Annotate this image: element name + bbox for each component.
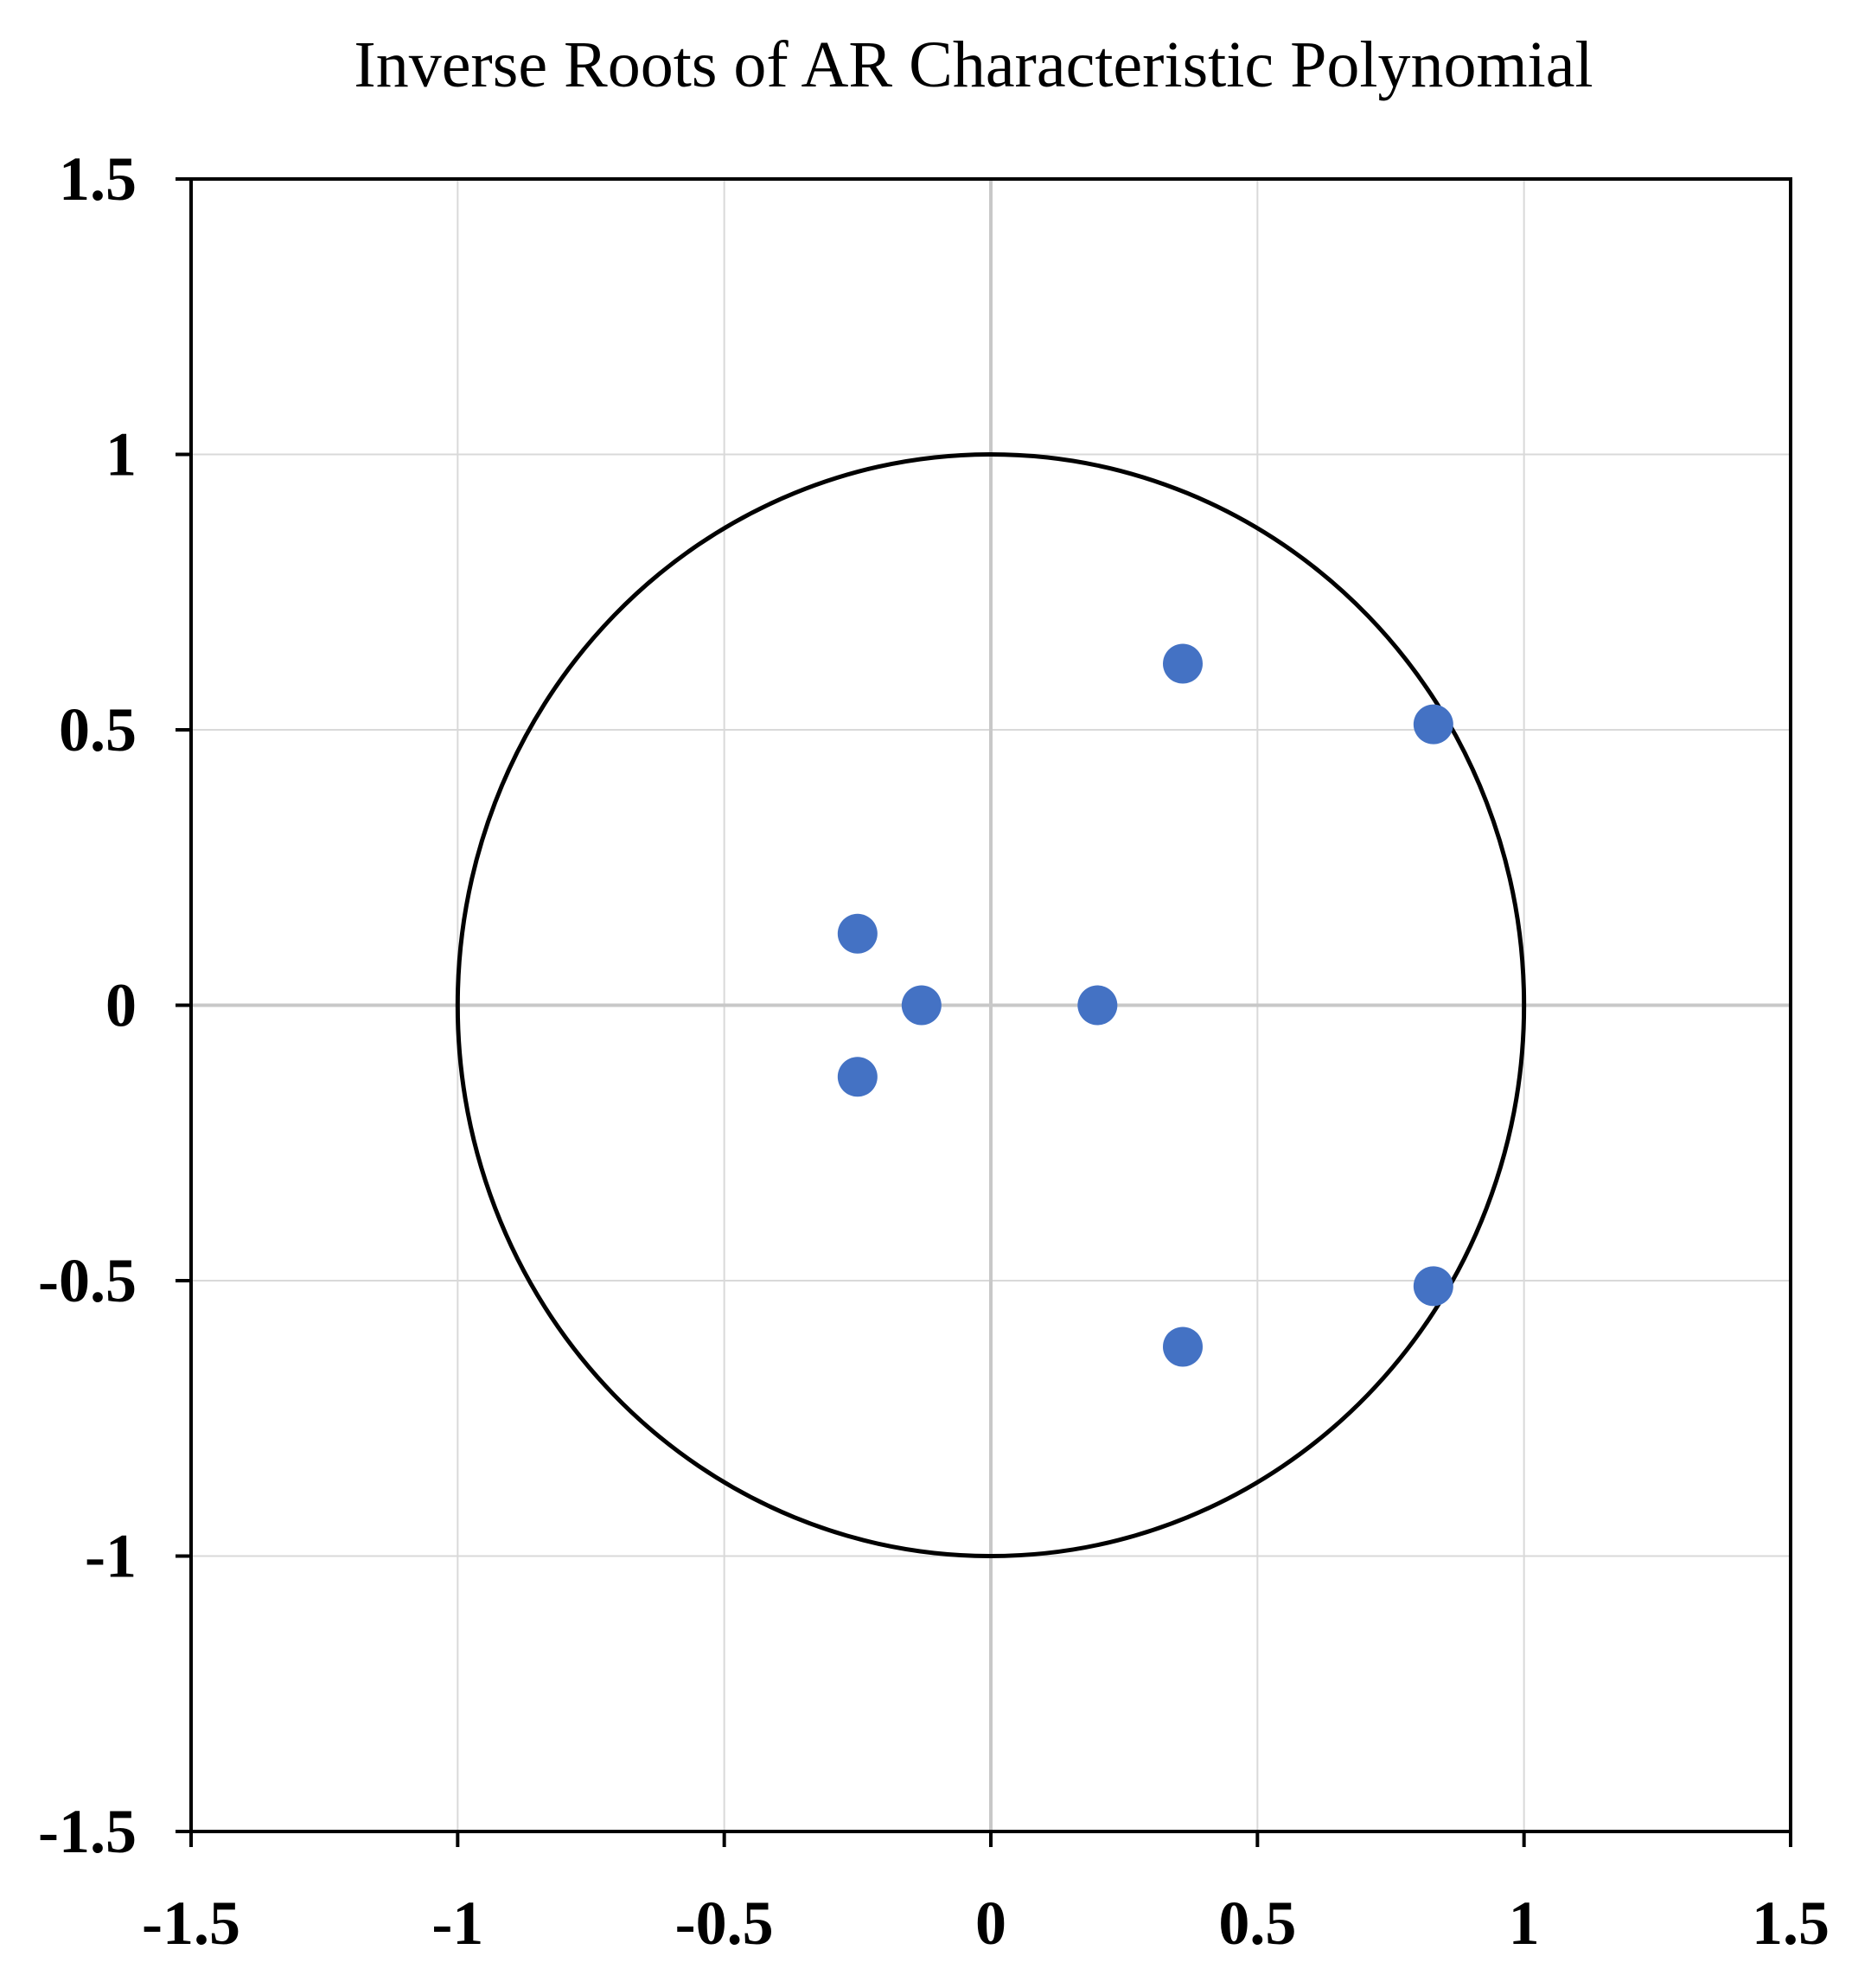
x-tick-label: -1 (431, 1889, 483, 1958)
x-tick-label: 0.5 (1218, 1889, 1296, 1958)
chart-title: Inverse Roots of AR Characteristic Polyn… (354, 29, 1593, 101)
data-point (1077, 985, 1118, 1026)
x-tick-label: 0 (975, 1889, 1006, 1958)
x-tick-label: 1.5 (1752, 1889, 1830, 1958)
data-points (837, 643, 1453, 1367)
data-point (1163, 643, 1203, 684)
y-tick-label: 0 (105, 971, 137, 1040)
y-tick-label: 0.5 (59, 695, 137, 764)
unit-circle-layer (455, 452, 1527, 1558)
data-point (1413, 1266, 1453, 1307)
x-tick-label: -1.5 (142, 1889, 240, 1958)
unit-circle (455, 452, 1527, 1558)
y-tick-label: 1.5 (59, 144, 137, 214)
x-tick-label: 1 (1509, 1889, 1540, 1958)
y-tick-label: -1.5 (38, 1797, 137, 1866)
data-point (1413, 704, 1453, 745)
y-tick-label: -0.5 (38, 1246, 137, 1315)
y-tick-label: -1 (85, 1522, 137, 1591)
y-tick-label: 1 (105, 420, 137, 489)
y-axis-ticks: -1.5 -1 -0.5 0 0.5 1 1.5 (38, 144, 191, 1866)
data-point (901, 985, 942, 1026)
data-point (837, 1057, 878, 1097)
data-point (1163, 1326, 1203, 1367)
x-tick-label: -0.5 (675, 1889, 774, 1958)
data-point (837, 913, 878, 954)
x-axis-ticks: -1.5 -1 -0.5 0 0.5 1 1.5 (142, 1831, 1830, 1958)
zero-axes (191, 179, 1791, 1831)
